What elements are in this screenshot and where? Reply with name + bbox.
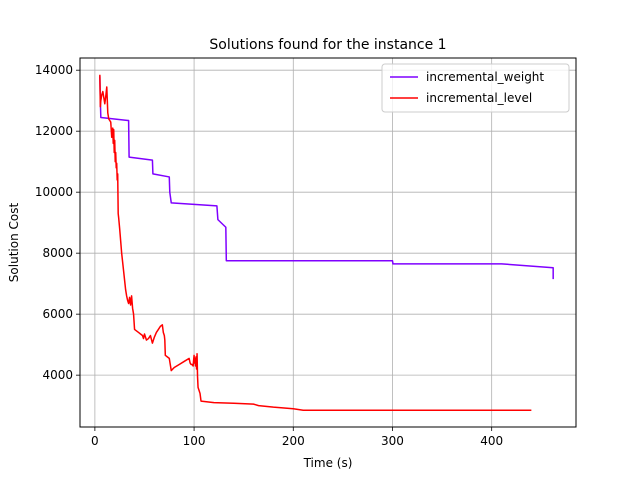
plot-area-frame — [79, 57, 577, 428]
x-axis-label: Time (s) — [303, 456, 353, 470]
y-tick-label: 4000 — [42, 368, 73, 382]
x-tick-label: 400 — [480, 434, 503, 448]
series-line-incremental-level — [99, 74, 532, 411]
series-line-incremental-weight — [99, 76, 554, 280]
legend-label: incremental_level — [426, 91, 532, 105]
chart-title: Solutions found for the instance 1 — [209, 37, 446, 53]
y-tick-label: 8000 — [42, 246, 73, 260]
legend-box — [381, 63, 570, 113]
x-tick-label: 200 — [282, 434, 305, 448]
y-axis-label: Solution Cost — [7, 203, 21, 283]
y-tick-label: 6000 — [42, 307, 73, 321]
y-tick-label: 14000 — [35, 63, 73, 77]
x-tick-label: 0 — [91, 434, 99, 448]
series-layer — [99, 74, 554, 411]
x-tick-label: 300 — [381, 434, 404, 448]
y-tick-label: 10000 — [35, 185, 73, 199]
axis-ticks: 0 100 200 300 400 4000 6000 8000 10000 12000 14000 — [35, 63, 503, 448]
y-tick-label: 12000 — [35, 124, 73, 138]
x-tick-label: 100 — [183, 434, 206, 448]
legend-label: incremental_weight — [426, 70, 544, 84]
legend: incremental_weight incremental_level — [381, 63, 570, 113]
